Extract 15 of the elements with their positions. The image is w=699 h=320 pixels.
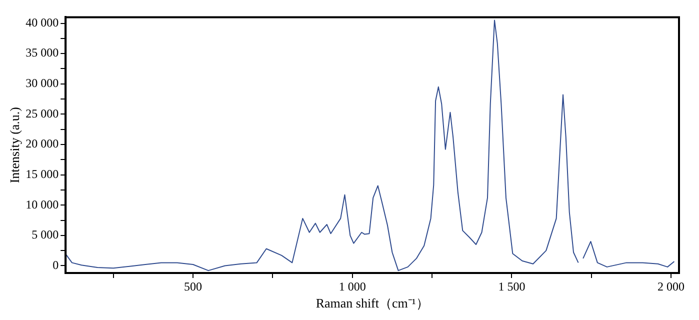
y-tick-label: 25 000 (26, 106, 59, 120)
y-tick-label: 15 000 (26, 166, 59, 181)
y-tick-label: 35 000 (26, 46, 59, 60)
x-tick-label: 1 000 (338, 279, 366, 294)
x-tick-label: 500 (184, 279, 202, 294)
y-axis-title: Intensity (a.u.) (7, 107, 22, 184)
x-tick-label: 1 500 (498, 279, 526, 294)
x-axis-title: Raman shift（cm⁻¹） (316, 296, 429, 311)
y-tick-label: 5 000 (32, 228, 59, 242)
y-tick-label: 20 000 (26, 136, 59, 151)
y-tick-label: 0 (52, 258, 59, 272)
y-tick-label: 10 000 (26, 197, 59, 212)
y-tick-label: 40 000 (26, 15, 59, 30)
y-tick-label: 30 000 (26, 76, 59, 90)
x-tick-label: 2 000 (658, 279, 685, 294)
